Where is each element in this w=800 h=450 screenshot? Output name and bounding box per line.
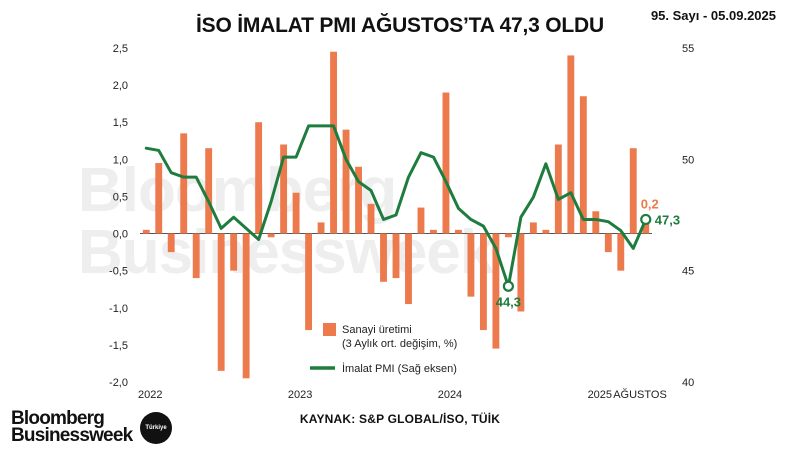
bar (504, 233, 512, 238)
bar (629, 148, 637, 234)
left-tick-label: 1,5 (113, 117, 128, 129)
bar (642, 218, 650, 234)
bar (517, 233, 525, 312)
bar (442, 92, 450, 234)
bar (529, 222, 537, 234)
pmi-marker (502, 280, 514, 292)
left-tick-label: 1,0 (113, 154, 128, 166)
pmi-line (144, 124, 648, 288)
annotation-label: 0,2 (641, 197, 659, 212)
x-tick-label: 2022 (138, 389, 162, 401)
bar (342, 129, 350, 234)
right-tick-label: 45 (682, 266, 694, 278)
bar (492, 233, 500, 349)
bar (167, 233, 175, 253)
bar (455, 229, 462, 234)
legend: Sanayi üretimi (3 Aylık ort. değişim, %) İ… (310, 323, 457, 375)
bar (305, 233, 313, 331)
bar (467, 233, 475, 297)
right-tick-label: 40 (682, 377, 694, 389)
bar (242, 233, 250, 379)
bar (267, 233, 275, 238)
bar-series (142, 51, 650, 379)
legend-line-label: İmalat PMI (Sağ eksen) (342, 362, 457, 375)
bar (617, 233, 625, 271)
issue-date: 95. Sayı - 05.09.2025 (650, 8, 776, 23)
right-tick-label: 50 (682, 154, 694, 166)
bar (180, 133, 188, 234)
left-tick-label: 0,5 (113, 191, 128, 203)
left-tick-label: -1,0 (109, 303, 128, 315)
chart-axes: 2,5 2,0 1,5 1,0 0,5 0,0 -0,5 -1,0 -1,5 -2,0 55 50 45… (109, 43, 694, 401)
left-tick-label: -0,5 (109, 266, 128, 278)
bar (479, 233, 487, 331)
x-tick-label: 2025 (588, 389, 612, 401)
line-series (144, 124, 648, 288)
left-tick-label: -1,5 (109, 340, 128, 352)
bar (405, 233, 412, 305)
chart-title: İSO İMALAT PMI AĞUSTOS’TA 47,3 OLDU (196, 14, 604, 37)
bar (567, 55, 575, 234)
brand-badge: Türkiye (140, 412, 172, 444)
left-tick-label: -2,0 (109, 377, 128, 389)
bar (542, 229, 550, 234)
bar (142, 229, 150, 234)
bar (430, 229, 437, 234)
bar (217, 233, 225, 371)
pmi-marker (640, 213, 652, 226)
legend-bar-label: Sanayi üretimi (342, 324, 412, 336)
bar (330, 51, 337, 234)
bar (280, 144, 288, 234)
brand-line-2: Businessweek (11, 425, 133, 446)
left-tick-label: 2,0 (113, 80, 128, 92)
left-tick-label: 2,5 (113, 43, 128, 55)
x-tick-label: AĞUSTOS (613, 388, 667, 401)
bar (192, 233, 200, 279)
legend-bar-swatch (323, 323, 336, 336)
source-note: KAYNAK: S&P GLOBAL/İSO, TÜİK (299, 412, 501, 426)
bar (579, 96, 587, 234)
bar (292, 192, 300, 234)
annotation-label: 44,3 (496, 294, 521, 309)
bar (380, 233, 387, 282)
left-tick-label: 0,0 (113, 229, 128, 241)
bar (604, 233, 612, 253)
bar (554, 144, 562, 234)
annotation-label: 47,3 (655, 212, 680, 227)
bar (392, 233, 400, 279)
brand-line-1: Bloomberg (11, 408, 105, 429)
annotations: 44,3 47,30,2 (496, 197, 680, 310)
right-tick-label: 55 (682, 43, 694, 55)
bar (230, 233, 238, 271)
bar (255, 122, 263, 234)
bar (205, 148, 213, 234)
legend-bar-sublabel: (3 Aylık ort. değişim, %) (342, 338, 457, 350)
x-tick-label: 2023 (288, 389, 312, 401)
bar (367, 203, 375, 234)
bar (355, 166, 362, 234)
bar (592, 211, 600, 234)
x-tick-label: 2024 (438, 389, 462, 401)
bar (417, 207, 425, 234)
brand-logo: Bloomberg Businessweek (11, 408, 133, 446)
bar (317, 222, 325, 234)
bar (155, 163, 163, 234)
